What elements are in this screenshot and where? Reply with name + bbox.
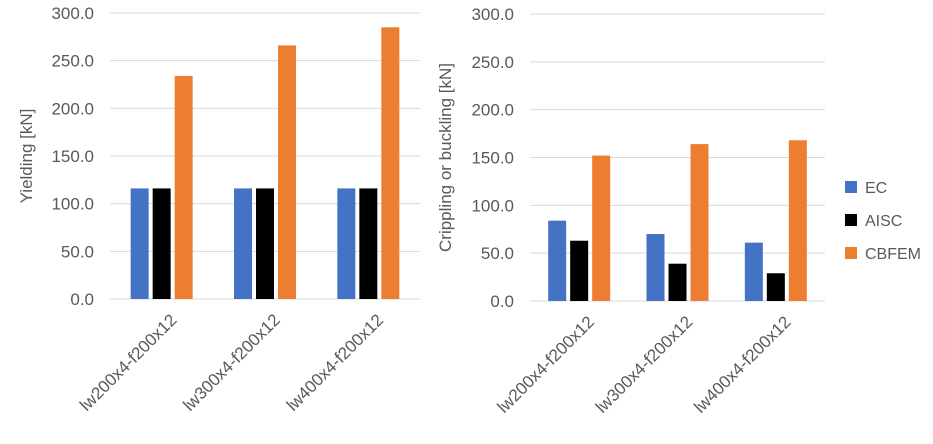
bar-cbfem <box>278 45 296 300</box>
bar-cbfem <box>788 140 807 301</box>
bar-aisc <box>359 188 378 299</box>
bar-ec <box>337 188 356 299</box>
y-tick-label: 250.0 <box>51 52 94 71</box>
bar-ec <box>744 242 763 301</box>
y-tick-label: 300.0 <box>471 5 514 24</box>
y-tick-label: 100.0 <box>51 195 94 214</box>
y-tick-label: 50.0 <box>481 244 514 263</box>
legend: EC AISC CBFEM <box>845 180 921 263</box>
y-tick-label: 0.0 <box>490 292 514 311</box>
y-axis-title: Crippling or buckling [kN] <box>436 63 455 252</box>
x-category-label: lw200x4-f200x12 <box>76 310 180 414</box>
y-tick-label: 0.0 <box>70 290 94 309</box>
legend-swatch-ec <box>845 181 857 193</box>
x-category-label: lw400x4-f200x12 <box>283 310 387 414</box>
x-category-label: lw400x4-f200x12 <box>690 312 794 416</box>
legend-label-aisc: AISC <box>865 213 902 230</box>
bar-aisc <box>766 273 785 301</box>
bar-aisc <box>256 188 274 299</box>
bar-cbfem <box>592 155 611 301</box>
x-category-label: lw200x4-f200x12 <box>494 312 598 416</box>
bar-ec <box>548 220 567 301</box>
bar-cbfem <box>690 144 709 301</box>
x-category-label: lw300x4-f200x12 <box>592 312 696 416</box>
y-tick-label: 150.0 <box>471 149 514 168</box>
bar-aisc <box>668 263 687 301</box>
y-tick-label: 250.0 <box>471 53 514 72</box>
legend-swatch-aisc <box>845 214 857 226</box>
bar-aisc <box>570 240 589 301</box>
bar-cbfem <box>174 75 193 299</box>
bar-ec <box>130 188 149 299</box>
y-tick-label: 200.0 <box>51 99 94 118</box>
bar-aisc <box>152 188 171 299</box>
legend-label-ec: EC <box>865 180 887 197</box>
y-axis-title: Yielding [kN] <box>17 109 36 204</box>
y-tick-label: 200.0 <box>471 101 514 120</box>
y-tick-label: 300.0 <box>51 4 94 23</box>
legend-label-cbfem: CBFEM <box>865 246 921 263</box>
y-tick-label: 150.0 <box>51 147 94 166</box>
bar-cbfem <box>381 27 400 300</box>
x-category-label: lw300x4-f200x12 <box>180 310 284 414</box>
bar-ec <box>646 234 665 301</box>
crippling-chart: 0.0 50.0 100.0 150.0 200.0 250.0 300.0 Cripplin… <box>436 5 825 417</box>
bar-ec <box>234 188 252 299</box>
yielding-chart: 0.0 50.0 100.0 150.0 200.0 250.0 300.0 Yielding… <box>17 4 420 415</box>
y-tick-label: 100.0 <box>471 196 514 215</box>
y-tick-label: 50.0 <box>61 242 94 261</box>
legend-swatch-cbfem <box>845 247 857 259</box>
